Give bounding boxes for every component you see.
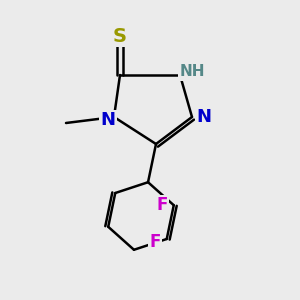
Text: N: N <box>196 108 211 126</box>
Text: N: N <box>100 111 116 129</box>
Text: F: F <box>156 196 167 214</box>
Text: F: F <box>149 233 160 251</box>
Text: S: S <box>113 26 127 46</box>
Text: NH: NH <box>179 64 205 80</box>
